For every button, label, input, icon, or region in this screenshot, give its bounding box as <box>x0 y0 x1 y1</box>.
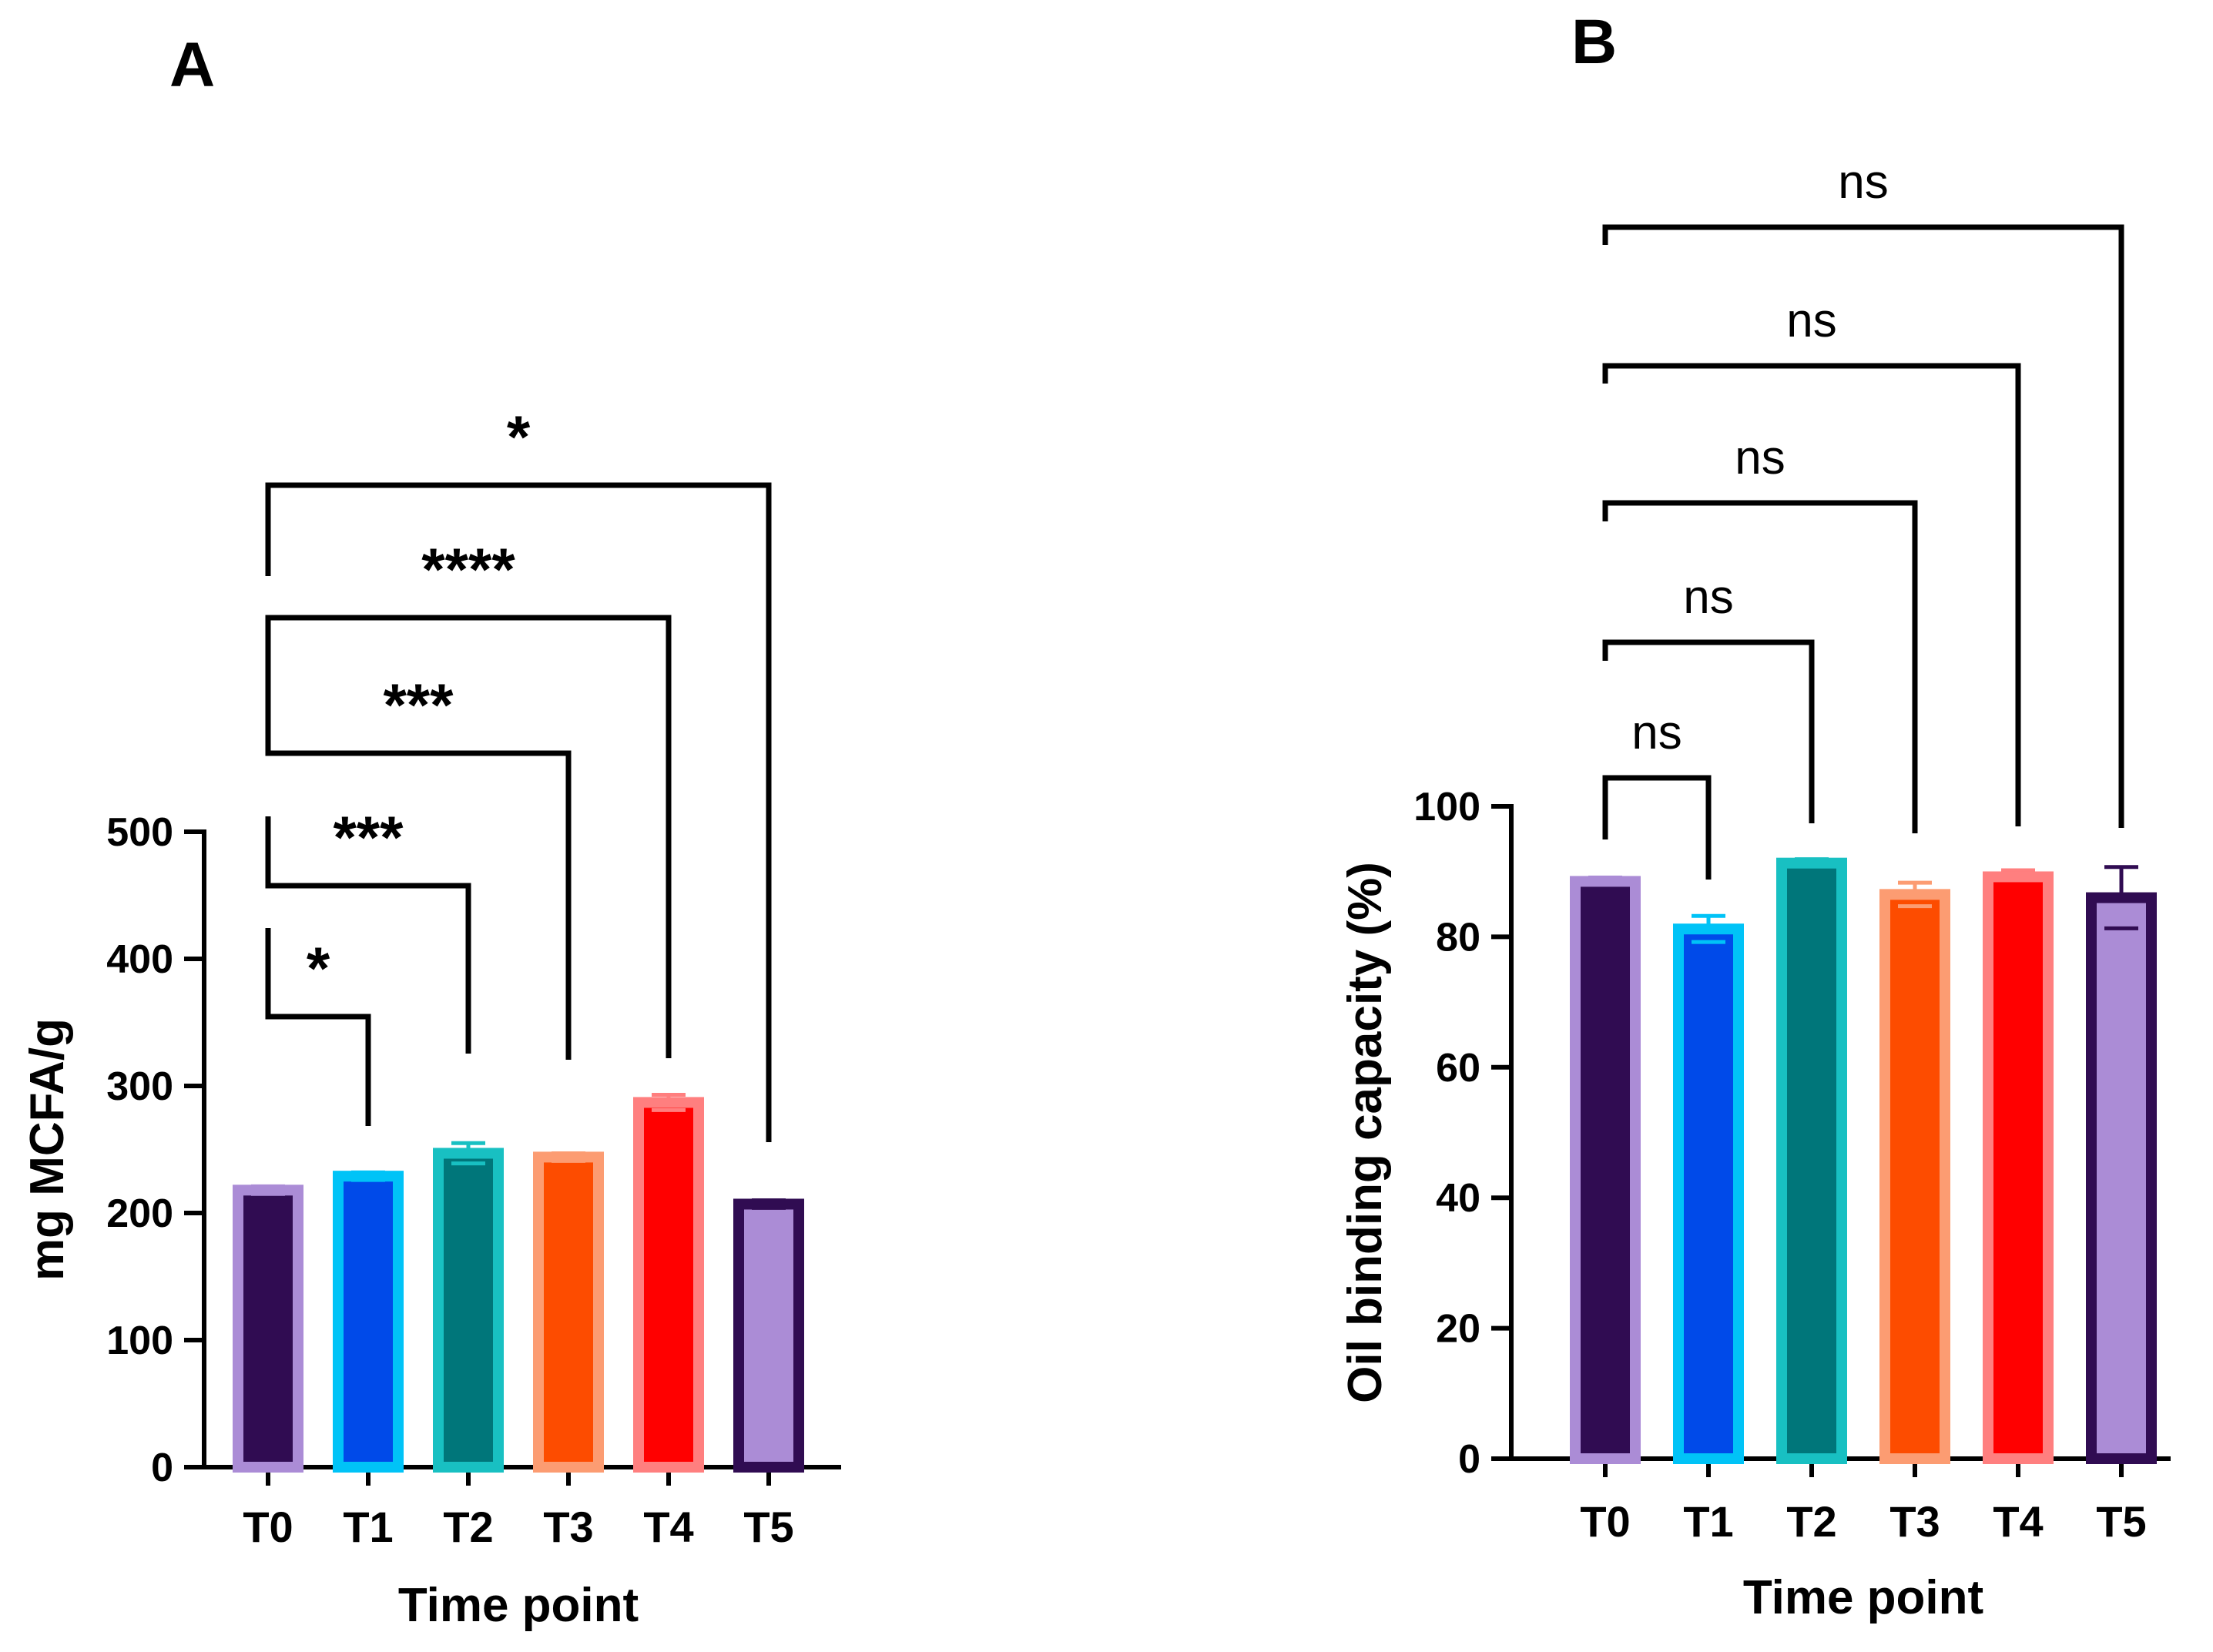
category-label-a: T0 <box>243 1503 293 1551</box>
significance-bracket-b <box>1602 639 1815 823</box>
significance-bracket-a <box>265 615 672 1058</box>
bar-b <box>2086 892 2157 1464</box>
bar-a <box>633 1097 704 1473</box>
y-axis-title-a: mg MCFA/g <box>21 1018 74 1281</box>
bar-b <box>1879 889 1950 1464</box>
y-tick-label-b: 0 <box>1458 1437 1480 1482</box>
category-label-b: T2 <box>1786 1497 1836 1546</box>
y-tick-label-a: 0 <box>151 1446 173 1490</box>
y-tick-label-b: 100 <box>1413 785 1480 829</box>
panel-a-letter: A <box>169 30 215 100</box>
bar-b <box>1776 857 1847 1464</box>
category-label-a: T1 <box>343 1503 393 1551</box>
y-tick-label-b: 80 <box>1436 915 1480 960</box>
category-label-a: T5 <box>743 1503 793 1551</box>
significance-bracket-a <box>265 482 772 1142</box>
bar-b <box>1570 876 1641 1464</box>
category-label-b: T3 <box>1889 1497 1940 1546</box>
category-label-b: T0 <box>1580 1497 1630 1546</box>
x-axis-title-a: Time point <box>398 1579 639 1632</box>
significance-label-b: ns <box>1838 156 1888 209</box>
panel-b-letter: B <box>1571 7 1617 77</box>
bar-b <box>1673 923 1744 1464</box>
bar-a <box>433 1148 504 1473</box>
significance-label-a: *** <box>333 803 404 871</box>
y-tick-label-b: 20 <box>1436 1307 1480 1352</box>
y-tick-label-b: 40 <box>1436 1176 1480 1221</box>
bar-a <box>733 1198 804 1473</box>
significance-bracket-b <box>1602 363 2021 826</box>
significance-label-b: ns <box>1735 431 1785 484</box>
category-label-a: T4 <box>643 1503 693 1551</box>
significance-label-b: ns <box>1683 571 1733 624</box>
significance-bracket-b <box>1602 500 1918 833</box>
panel-a-mcfa-chart: A 0 100 200 300 400 500 T0 T1 T2 T3 T4 T5 Time point… <box>21 30 841 1632</box>
panel-b-oil-binding-chart: B 0 20 40 60 80 100 T0 T1 T2 T3 T4 T5 Time point Oil … <box>1339 7 2171 1624</box>
significance-label-a: * <box>307 934 330 1002</box>
x-axis-title-b: Time point <box>1743 1571 1983 1624</box>
significance-bracket-a <box>265 816 471 1054</box>
significance-bracket-a <box>265 698 572 1060</box>
significance-label-a: *** <box>383 671 454 739</box>
bar-a <box>233 1185 303 1473</box>
significance-bracket-b <box>1602 224 2124 828</box>
y-axis-title-b: Oil binding capacity (%) <box>1339 862 1392 1403</box>
y-tick-label-a: 100 <box>106 1319 173 1363</box>
bar-a <box>333 1171 404 1473</box>
significance-bracket-a <box>265 928 371 1126</box>
significance-label-a: * <box>507 403 531 471</box>
y-tick-label-a: 400 <box>106 937 173 982</box>
category-label-b: T1 <box>1683 1497 1733 1546</box>
category-label-b: T4 <box>1993 1497 2043 1546</box>
y-tick-label-a: 500 <box>106 810 173 855</box>
bar-a <box>533 1151 604 1473</box>
significance-label-a: **** <box>421 535 515 603</box>
significance-label-b: ns <box>1786 294 1836 347</box>
y-tick-label-a: 300 <box>106 1064 173 1109</box>
significance-label-b: ns <box>1631 706 1682 759</box>
category-label-b: T5 <box>2096 1497 2146 1546</box>
y-tick-label-a: 200 <box>106 1191 173 1236</box>
category-label-a: T2 <box>443 1503 493 1551</box>
bar-b <box>1983 871 2054 1464</box>
significance-bracket-b <box>1602 775 1712 880</box>
category-label-a: T3 <box>543 1503 593 1551</box>
y-tick-label-b: 60 <box>1436 1046 1480 1091</box>
